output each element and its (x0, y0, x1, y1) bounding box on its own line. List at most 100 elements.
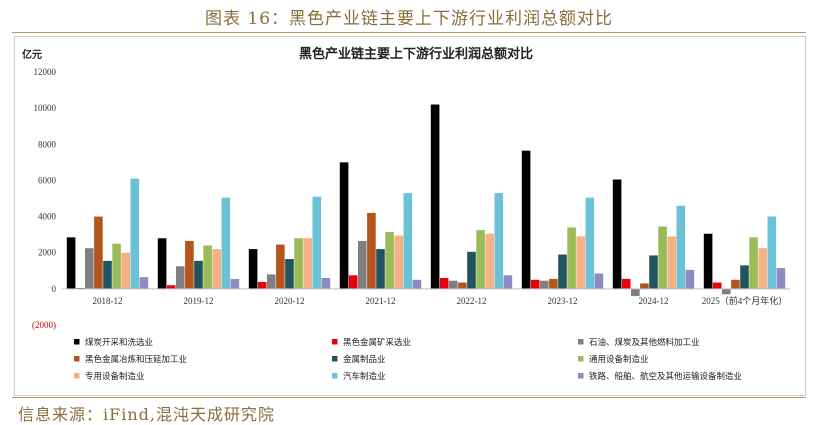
y-tick-label: 0 (52, 284, 57, 294)
bar (495, 193, 504, 289)
x-tick-label: 2021-12 (366, 296, 396, 306)
legend-entry-label: 铁路、船舶、航空及其他运输设备制造业 (589, 371, 742, 382)
bar (131, 179, 140, 289)
bar (686, 270, 695, 289)
bar (431, 105, 440, 289)
x-tick-label: 2018-12 (93, 296, 123, 306)
bar (731, 280, 740, 289)
x-tick-label: 2019-12 (184, 296, 214, 306)
bar (595, 274, 604, 289)
x-tick-label: 2023-12 (548, 296, 578, 306)
y-axis-unit-label: 亿元 (22, 48, 42, 61)
legend-entry-label: 煤炭开采和洗选业 (85, 337, 153, 348)
legend-swatch (578, 339, 584, 345)
bar (640, 283, 649, 288)
bar (713, 283, 722, 289)
bar (340, 162, 349, 288)
bar (749, 237, 758, 289)
bar (158, 238, 167, 289)
x-tick-label: 2022-12 (457, 296, 487, 306)
source-note: 信息来源：iFind,混沌天成研究院 (18, 401, 275, 425)
legend-entry-label: 通用设备制造业 (589, 354, 649, 365)
y-tick-label: (2000) (32, 320, 56, 330)
y-tick-label: 10000 (34, 103, 57, 113)
bar (722, 289, 731, 294)
legend-entry-label: 汽车制造业 (343, 371, 386, 382)
bar (112, 244, 121, 289)
bar (267, 274, 276, 288)
bar (540, 281, 549, 289)
legend-entry-label: 金属制品业 (343, 354, 386, 365)
bar (631, 289, 640, 296)
bar (203, 245, 212, 288)
x-tick-label: 2024-12 (639, 296, 669, 306)
bar (667, 236, 676, 288)
x-axis: 2018-12 2019-12 2020-12 2021-12 2022-12 2023-… (62, 289, 790, 306)
bar (476, 230, 485, 289)
legend-swatch (74, 339, 80, 345)
bar (212, 249, 221, 289)
bar (576, 236, 585, 288)
bar (385, 232, 394, 289)
bar (440, 278, 449, 289)
legend-swatch (578, 356, 584, 362)
bar (313, 197, 322, 289)
legend-swatch (578, 373, 584, 379)
bar (222, 198, 231, 289)
bottom-divider (12, 397, 806, 398)
bar (367, 213, 376, 289)
bar (485, 234, 494, 289)
bar (413, 280, 422, 289)
bar (404, 193, 413, 289)
bar (349, 275, 358, 289)
bar (740, 265, 749, 288)
legend-entry-label: 黑色金属冶炼和压延加工业 (85, 354, 187, 365)
bar (677, 206, 686, 289)
bar (558, 255, 567, 289)
legend-swatch (74, 373, 80, 379)
bar (613, 180, 622, 289)
bar (704, 234, 713, 289)
bar (285, 259, 294, 289)
bar (294, 238, 303, 289)
legend-swatch (332, 373, 338, 379)
bar (176, 266, 185, 289)
bars-group (67, 105, 785, 297)
legend: 煤炭开采和洗选业 黑色金属矿采选业 石油、煤炭及其他燃料加工业黑色金属冶炼和压延加工… (74, 337, 742, 382)
legend-entry-label: 石油、煤炭及其他燃料加工业 (589, 337, 700, 348)
bar (449, 281, 458, 289)
bar (322, 278, 331, 289)
x-tick-label: 2025（前4个月年化） (702, 295, 788, 306)
bar (94, 217, 103, 289)
y-axis: (2000) 0 2000 4000 6000 8000 10000 12000 (32, 67, 57, 330)
bar (758, 248, 767, 289)
bar (185, 241, 194, 289)
bar (586, 198, 595, 289)
bar (376, 249, 385, 289)
bar (103, 261, 112, 289)
y-tick-label: 2000 (38, 248, 57, 258)
bar (85, 248, 94, 289)
bar (194, 261, 203, 289)
bar (504, 275, 513, 289)
legend-entry-label: 专用设备制造业 (85, 371, 145, 382)
bar (658, 227, 667, 289)
bar (276, 245, 285, 289)
bar (531, 280, 540, 289)
bar (121, 253, 130, 289)
bar (249, 249, 258, 289)
bar (777, 268, 786, 289)
legend-swatch (332, 339, 338, 345)
bar (458, 283, 467, 289)
chart-title: 黑色产业链主要上下游行业利润总额对比 (299, 46, 533, 62)
bar (258, 282, 267, 289)
bar (394, 236, 403, 289)
bar (140, 277, 149, 289)
bar (358, 241, 367, 289)
bar (622, 279, 631, 289)
legend-swatch (332, 356, 338, 362)
y-tick-label: 6000 (38, 175, 57, 185)
bar (768, 217, 777, 289)
bar (649, 255, 658, 288)
